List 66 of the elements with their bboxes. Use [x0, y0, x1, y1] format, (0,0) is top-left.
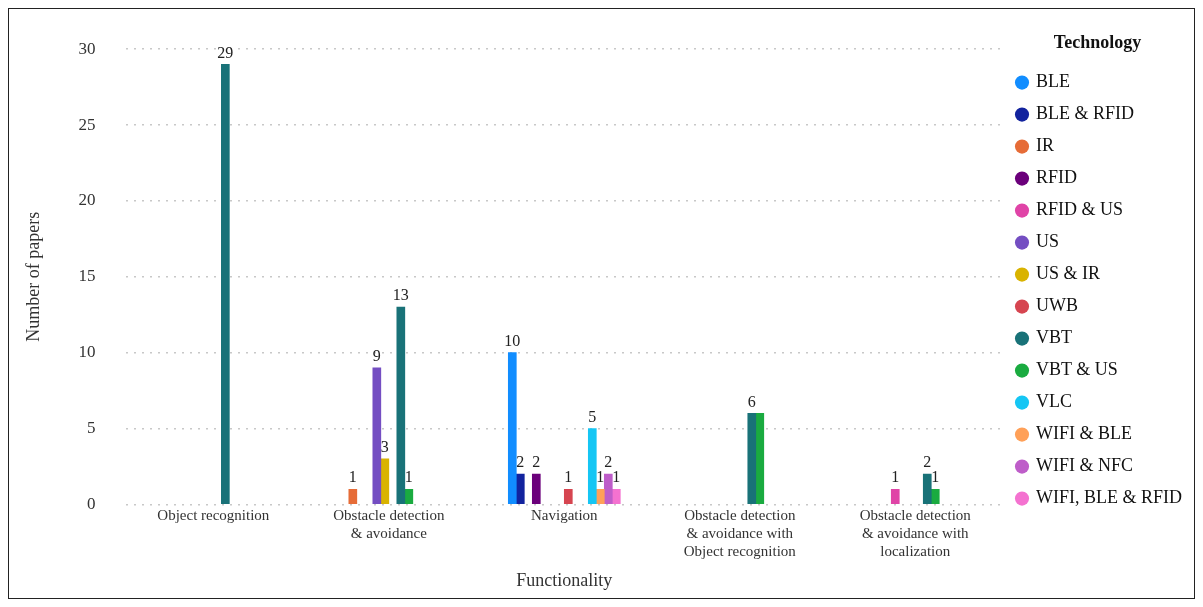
bar	[404, 488, 414, 504]
data-label: 1	[596, 468, 605, 486]
bar	[587, 428, 597, 504]
legend-label: BLE	[1036, 71, 1071, 92]
x-tick-label: Navigation	[530, 507, 599, 524]
legend-label: WIFI & BLE	[1036, 423, 1132, 444]
data-label: 29	[217, 43, 234, 61]
data-label: 13	[392, 286, 409, 304]
x-tick-label: Object recognition	[157, 507, 270, 524]
y-axis-title: Number of papers	[22, 211, 43, 342]
bar	[890, 488, 900, 504]
data-label: 1	[404, 468, 413, 486]
bar	[221, 64, 230, 504]
data-label: 2	[923, 453, 932, 471]
legend-label: VLC	[1036, 391, 1072, 412]
bar	[595, 488, 605, 504]
y-tick-label: 30	[78, 38, 96, 58]
bar	[603, 473, 613, 504]
data-label: 1	[348, 468, 357, 486]
legend-label: US & IR	[1036, 263, 1101, 284]
data-label: 2	[516, 453, 525, 471]
data-label: 2	[604, 453, 613, 471]
x-tick-label: Obstacle detection & avoidance	[333, 507, 445, 542]
bar	[930, 488, 940, 504]
bar	[611, 488, 621, 504]
x-tick-label: Obstacle detection & avoidance with localization	[859, 507, 972, 560]
bar	[922, 473, 932, 504]
data-label: 1	[612, 468, 621, 486]
y-tick-label: 25	[78, 114, 96, 134]
legend-label: US	[1036, 231, 1060, 252]
legend-title: Technology	[1053, 31, 1142, 52]
legend-label: BLE & RFID	[1036, 103, 1135, 124]
bar	[396, 306, 406, 504]
data-label: 1	[891, 468, 900, 486]
legend-label: IR	[1036, 135, 1054, 156]
legend-label: RFID & US	[1036, 199, 1124, 220]
legend-label: VBT & US	[1036, 359, 1118, 380]
bar	[755, 413, 765, 504]
legend-label: WIFI & NFC	[1036, 455, 1134, 476]
data-label: 6	[747, 392, 756, 410]
legend-label: WIFI, BLE & RFID	[1036, 487, 1182, 508]
bar	[563, 488, 573, 504]
bar	[372, 367, 382, 504]
data-label: 9	[372, 347, 381, 365]
bar	[531, 473, 541, 504]
legend-label: VBT	[1036, 327, 1073, 348]
data-label: 1	[564, 468, 573, 486]
x-axis-title: Functionality	[516, 569, 613, 590]
bar	[507, 352, 517, 504]
data-label: 5	[588, 407, 597, 425]
y-tick-label: 15	[78, 266, 96, 286]
y-tick-label: 10	[78, 342, 96, 362]
data-label: 1	[931, 468, 940, 486]
bar	[747, 413, 757, 504]
x-tick-label: Obstacle detection & avoidance with Object recognition	[683, 507, 797, 560]
data-label: 3	[380, 438, 389, 456]
bar	[348, 488, 358, 504]
y-tick-label: 5	[87, 418, 96, 437]
legend-label: UWB	[1036, 295, 1078, 316]
bar	[515, 473, 525, 504]
data-label: 10	[504, 331, 521, 349]
data-label: 2	[532, 453, 541, 471]
legend-label: RFID	[1036, 167, 1078, 188]
y-tick-label: 20	[78, 190, 96, 210]
bar	[380, 458, 390, 504]
y-tick-label: 0	[87, 493, 96, 513]
